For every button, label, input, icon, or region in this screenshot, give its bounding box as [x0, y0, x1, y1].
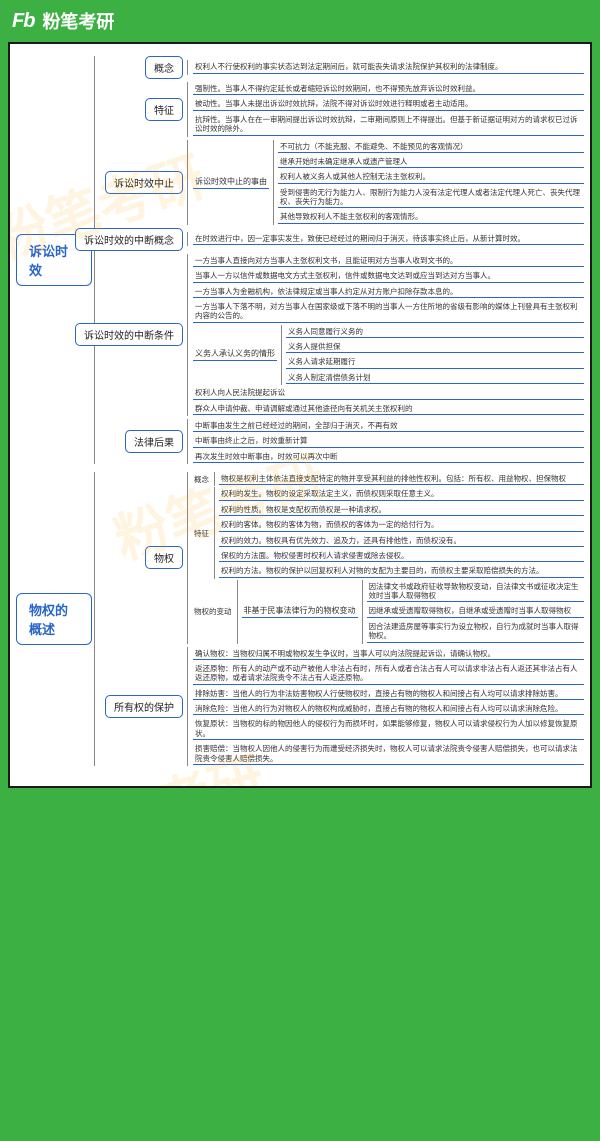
leaf: 物权是权利主体依法直接支配特定的物并享受其利益的排他性权利。包括：所有权、用益物…	[219, 473, 584, 485]
branch-label: 物权	[145, 546, 183, 569]
sub-label: 非基于民事法律行为的物权变动	[242, 605, 358, 618]
branch-interrupt-conditions: 诉讼时效的中断条件 一方当事人直接向对方当事人主张权利文书，且能证明对方当事人收…	[101, 254, 584, 416]
leaf: 当事人一方以信件或数据电文方式主张权利，信件或数据电文达到或应当到达对方当事人。	[193, 270, 584, 282]
branch-label: 诉讼时效中止	[105, 171, 183, 194]
brand-header: Fb 粉笔考研	[0, 0, 600, 42]
leaf: 确认物权：当物权归属不明或物权发生争议时，当事人可以向法院提起诉讼，请确认物权。	[193, 648, 584, 660]
branch-ownership-protection: 所有权的保护 确认物权：当物权归属不明或物权发生争议时，当事人可以向法院提起诉讼…	[101, 647, 584, 766]
sub-label: 物权的变动	[193, 606, 233, 617]
mindmap-section-property: 物权的概述 物权 概念 物权是权利主体依法直接支配特定的物并享受其利益的排他性权…	[16, 472, 584, 766]
leaf: 保权的方法面。物权侵害时权利人请求侵害或除去侵权。	[219, 550, 584, 562]
root-node: 物权的概述	[16, 593, 92, 645]
branch-label: 诉讼时效的中断概念	[75, 228, 183, 251]
leaf: 因法律文书或政府征收导致物权变动，自法律文书或征收决定生效时当事人取得物权	[367, 581, 585, 603]
branch-label: 特征	[145, 98, 183, 121]
leaf: 受到侵害的无行为能力人、限制行为能力人没有法定代理人或者法定代理人死亡、丧失代理…	[278, 187, 584, 209]
leaf: 权利的发生。物权的设定采取法定主义，而债权则采取任意主义。	[219, 488, 584, 500]
leaf: 一方当事人下落不明，对方当事人在国家级或下落不明的当事人一方住所地的省级有影响的…	[193, 301, 584, 323]
leaf: 一方当事人为金融机构，依法律规定或当事人约定从对方账户扣除存款本息的。	[193, 286, 584, 298]
branch-label: 诉讼时效的中断条件	[75, 323, 183, 346]
leaf: 权利的方法。物权的保护以回复权利人对物的支配为主要目的，而债权主要采取赔偿损失的…	[219, 565, 584, 577]
sub-label: 诉讼时效中止的事由	[193, 176, 269, 189]
leaf: 权利的性质。物权是支配权而债权是一种请求权。	[219, 504, 584, 516]
leaf: 继承开始时未确定继承人或遗产管理人	[278, 156, 584, 168]
leaf: 权利人不行使权利的事实状态达到法定期间后，就可能丧失请求法院保护其权利的法律制度…	[193, 61, 584, 73]
branch-property-right: 物权 概念 物权是权利主体依法直接支配特定的物并享受其利益的排他性权利。包括：所…	[101, 472, 584, 644]
leaf: 再次发生时效中断事由，时效可以再次中断	[193, 451, 584, 463]
leaf: 权利的客体。物权的客体为物，而债权的客体为一定的给付行为。	[219, 519, 584, 531]
leaf: 权利人被义务人或其他人控制无法主张权利。	[278, 171, 584, 183]
leaf: 消除危险：当他人的行为对物权人的物权构成威胁时，直接占有物的物权人和间接占有人均…	[193, 703, 584, 715]
leaf: 义务人请求延期履行	[286, 356, 584, 368]
sub-label: 义务人承认义务的情形	[193, 348, 277, 361]
branch-label: 概念	[145, 56, 183, 79]
brand-logo: Fb	[12, 10, 34, 33]
leaf: 强制性。当事人不得约定延长或者缩短诉讼时效期间，也不得预先放弃诉讼时效利益。	[193, 83, 584, 95]
leaf: 被动性。当事人未提出诉讼时效抗辩，法院不得对诉讼时效进行释明或者主动适用。	[193, 98, 584, 110]
leaf: 权利的效力。物权具有优先效力、追及力，还具有排他性，而债权没有。	[219, 535, 584, 547]
leaf: 义务人提供担保	[286, 341, 584, 353]
mindmap-panel: 粉笔考研 粉笔考研 粉笔考研 诉讼时效 概念 权利人不行使权利的事实状态达到法定…	[8, 42, 592, 788]
leaf: 因合法建造房屋等事实行为设立物权，自行为成就时当事人取得物权。	[367, 621, 585, 643]
branch-legal-consequence: 法律后果 中断事由发生之前已经经过的期间，全部归于消灭，不再有效 中断事由终止之…	[101, 419, 584, 464]
leaf: 义务人同意履行义务的	[286, 326, 584, 338]
branch-label: 法律后果	[125, 430, 183, 453]
mindmap-section-litigation: 诉讼时效 概念 权利人不行使权利的事实状态达到法定期间后，就可能丧失请求法院保护…	[16, 56, 584, 464]
leaf: 一方当事人直接向对方当事人主张权利文书，且能证明对方当事人收到文书的。	[193, 255, 584, 267]
leaf: 排除妨害：当他人的行为非法妨害物权人行使物权时，直接占有物的物权人和间接占有人均…	[193, 688, 584, 700]
leaf: 不可抗力（不能克服、不能避免、不能预见的客观情况）	[278, 141, 584, 153]
leaf: 恢复原状：当物权的标的物因他人的侵权行为而损坏时，如果能够修复，物权人可以请求侵…	[193, 718, 584, 740]
leaf: 中断事由终止之后，时效重新计算	[193, 435, 584, 447]
leaf: 损害赔偿：当物权人因他人的侵害行为而遭受经济损失时，物权人可以请求法院责令侵害人…	[193, 743, 584, 765]
branch-label: 所有权的保护	[105, 695, 183, 718]
leaf: 义务人制定清偿债务计划	[286, 372, 584, 384]
leaf: 权利人向人民法院提起诉讼	[193, 387, 584, 399]
sub-label: 概念	[193, 474, 210, 485]
branch-suspension: 诉讼时效中止 诉讼时效中止的事由 不可抗力（不能克服、不能避免、不能预见的客观情…	[101, 140, 584, 225]
brand-title: 粉笔考研	[42, 8, 114, 34]
leaf: 群众人申请仲裁、申请调解或通过其他途径向有关机关主张权利的	[193, 403, 584, 415]
branch-interrupt-concept: 诉讼时效的中断概念 在时效进行中，因一定事实发生，致使已经经过的期间归于消灭，待…	[101, 228, 584, 251]
leaf: 因继承或受遗赠取得物权，自继承或受遗赠时当事人取得物权	[367, 605, 585, 617]
sub-label: 特征	[193, 528, 210, 539]
leaf: 中断事由发生之前已经经过的期间，全部归于消灭，不再有效	[193, 420, 584, 432]
leaf: 返还原物：所有人的动产或不动产被他人非法占有时，所有人或者合法占有人可以请求非法…	[193, 663, 584, 685]
leaf: 抗辩性。当事人在在一审期间提出诉讼时效抗辩，二审期间原则上不得提出。但基于新证据…	[193, 114, 584, 136]
leaf: 其他导致权利人不能主张权利的客观情形。	[278, 211, 584, 223]
branch-feature: 特征 强制性。当事人不得约定延长或者缩短诉讼时效期间，也不得预先放弃诉讼时效利益…	[101, 82, 584, 137]
branch-concept: 概念 权利人不行使权利的事实状态达到法定期间后，就可能丧失请求法院保护其权利的法…	[101, 56, 584, 79]
leaf: 在时效进行中，因一定事实发生，致使已经经过的期间归于消灭，待该事实终止后，从新计…	[193, 233, 584, 245]
